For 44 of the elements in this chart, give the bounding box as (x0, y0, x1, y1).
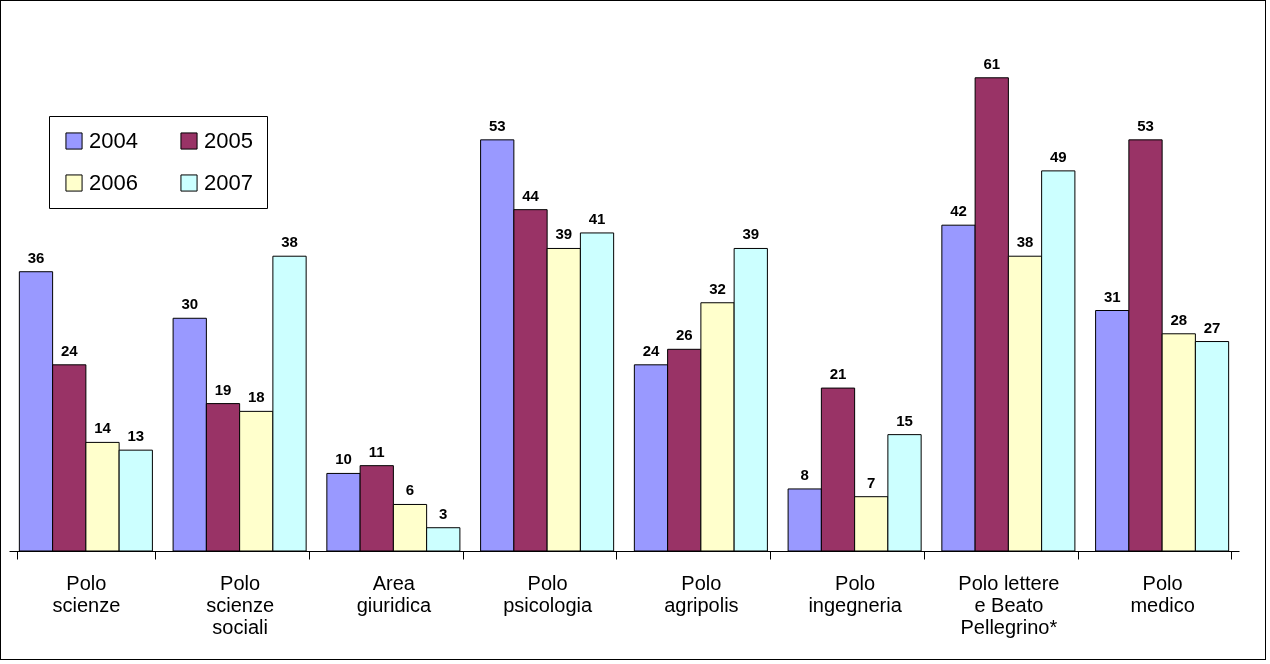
data-label: 11 (368, 442, 385, 460)
x-tick-label: Polo lettere e Beato Pellegrino* (958, 571, 1060, 638)
data-label: 18 (247, 388, 265, 406)
data-label: 28 (1170, 310, 1188, 328)
data-label: 32 (709, 279, 726, 297)
data-label: 31 (1103, 287, 1121, 305)
data-label: 3 (439, 504, 448, 522)
data-label: 15 (896, 411, 913, 429)
data-label: 53 (1137, 116, 1154, 134)
legend-label: 2007 (204, 170, 253, 195)
data-label: 38 (281, 233, 298, 251)
data-label: 61 (983, 54, 1001, 72)
data-label: 24 (642, 341, 660, 359)
data-label: 24 (60, 341, 79, 359)
legend-label: 2004 (89, 128, 138, 153)
data-label: 44 (522, 186, 540, 204)
data-label: 10 (335, 450, 352, 468)
x-tick-label: Polo agripolis (664, 571, 739, 616)
data-label: 8 (800, 465, 809, 483)
data-label: 7 (867, 473, 876, 491)
data-label: 13 (127, 427, 145, 445)
x-tick-label: Polo psicologia (503, 571, 593, 616)
data-label: 36 (27, 248, 45, 266)
data-label: 38 (1016, 233, 1034, 251)
data-label: 39 (555, 225, 573, 243)
data-label: 30 (181, 295, 199, 313)
data-label: 53 (488, 116, 506, 134)
data-label: 41 (588, 209, 606, 227)
data-label: 49 (1049, 147, 1067, 165)
x-tick-label: Polo medico (1130, 571, 1195, 616)
data-label: 6 (405, 481, 415, 499)
data-label: 26 (675, 326, 693, 344)
data-label: 19 (214, 380, 232, 398)
data-label: 39 (742, 225, 760, 243)
data-label: 27 (1203, 318, 1221, 336)
x-tick-label: Polo ingegneria (808, 571, 903, 616)
data-label: 42 (950, 202, 967, 220)
x-tick-label: Polo scienze sociali (206, 571, 275, 638)
x-tick-label: Area giuridica (356, 571, 432, 616)
x-tick-label: Polo scienze (52, 571, 121, 616)
legend-label: 2006 (89, 170, 138, 195)
legend-label: 2005 (204, 128, 253, 153)
data-label: 21 (829, 365, 847, 383)
data-label: 14 (94, 419, 112, 437)
